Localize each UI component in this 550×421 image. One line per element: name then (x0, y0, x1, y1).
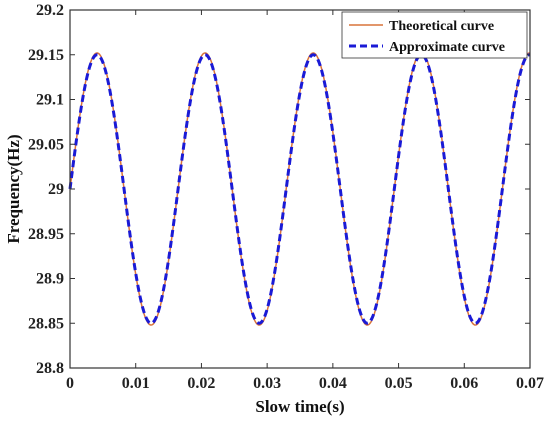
x-tick-label: 0.07 (516, 375, 544, 392)
x-tick-label: 0.04 (319, 375, 347, 392)
legend-box (341, 11, 528, 59)
y-tick-label: 28.9 (36, 271, 64, 288)
legend-label-theoretical: Theoretical curve (389, 19, 494, 34)
legend: Theoretical curve Approximate curve (341, 11, 528, 59)
y-tick-label: 29.15 (28, 47, 64, 64)
y-tick-label: 28.85 (28, 315, 64, 332)
y-tick-label: 29 (48, 181, 64, 198)
x-tick-label: 0.05 (385, 375, 413, 392)
x-tick-label: 0.02 (187, 375, 215, 392)
x-tick-label: 0.03 (253, 375, 281, 392)
plot-area (70, 10, 530, 368)
x-tick-label: 0.01 (122, 375, 150, 392)
y-tick-label: 29.2 (36, 2, 64, 19)
x-axis: 0 0.01 0.02 0.03 0.04 0.05 0.06 0.07 (66, 10, 544, 392)
y-tick-label: 29.1 (36, 92, 64, 109)
y-tick-label: 28.95 (28, 226, 64, 243)
y-tick-label: 29.05 (28, 136, 64, 153)
y-axis-title: Frequency(Hz) (4, 134, 23, 243)
x-axis-title: Slow time(s) (255, 397, 344, 416)
series-layer (68, 52, 531, 326)
y-axis: 28.8 28.85 28.9 28.95 29 29.05 29.1 29.15 29.2 (28, 2, 530, 377)
legend-label-approximate: Approximate curve (389, 40, 505, 55)
y-tick-label: 28.8 (36, 360, 64, 377)
x-tick-label: 0 (66, 375, 74, 392)
x-tick-label: 0.06 (450, 375, 478, 392)
series-line-approximate (68, 53, 531, 325)
